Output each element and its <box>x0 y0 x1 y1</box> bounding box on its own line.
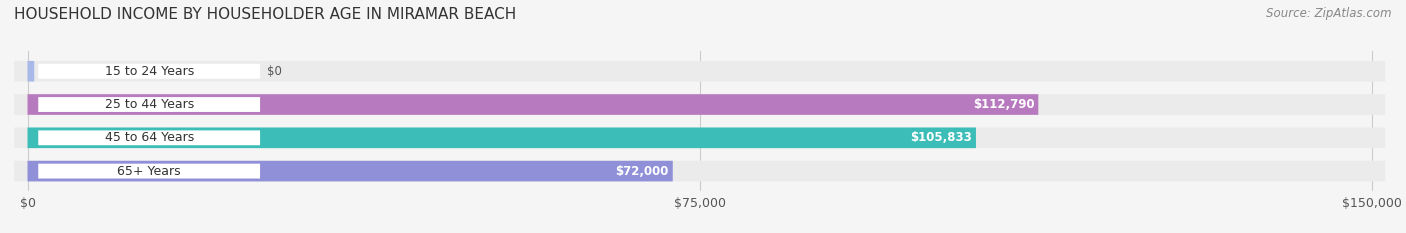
FancyBboxPatch shape <box>38 64 260 79</box>
FancyBboxPatch shape <box>28 61 34 82</box>
Text: 15 to 24 Years: 15 to 24 Years <box>104 65 194 78</box>
FancyBboxPatch shape <box>28 94 1038 115</box>
Text: $112,790: $112,790 <box>973 98 1035 111</box>
FancyBboxPatch shape <box>14 61 1385 82</box>
FancyBboxPatch shape <box>14 161 1385 182</box>
Text: $72,000: $72,000 <box>616 164 669 178</box>
FancyBboxPatch shape <box>28 127 976 148</box>
Text: 45 to 64 Years: 45 to 64 Years <box>104 131 194 144</box>
FancyBboxPatch shape <box>38 97 260 112</box>
FancyBboxPatch shape <box>38 130 260 145</box>
Text: 65+ Years: 65+ Years <box>117 164 181 178</box>
Text: $0: $0 <box>267 65 281 78</box>
FancyBboxPatch shape <box>38 164 260 178</box>
FancyBboxPatch shape <box>14 127 1385 148</box>
Text: HOUSEHOLD INCOME BY HOUSEHOLDER AGE IN MIRAMAR BEACH: HOUSEHOLD INCOME BY HOUSEHOLDER AGE IN M… <box>14 7 516 22</box>
FancyBboxPatch shape <box>28 161 672 182</box>
Text: $105,833: $105,833 <box>910 131 972 144</box>
FancyBboxPatch shape <box>14 94 1385 115</box>
Text: Source: ZipAtlas.com: Source: ZipAtlas.com <box>1267 7 1392 20</box>
Text: 25 to 44 Years: 25 to 44 Years <box>104 98 194 111</box>
